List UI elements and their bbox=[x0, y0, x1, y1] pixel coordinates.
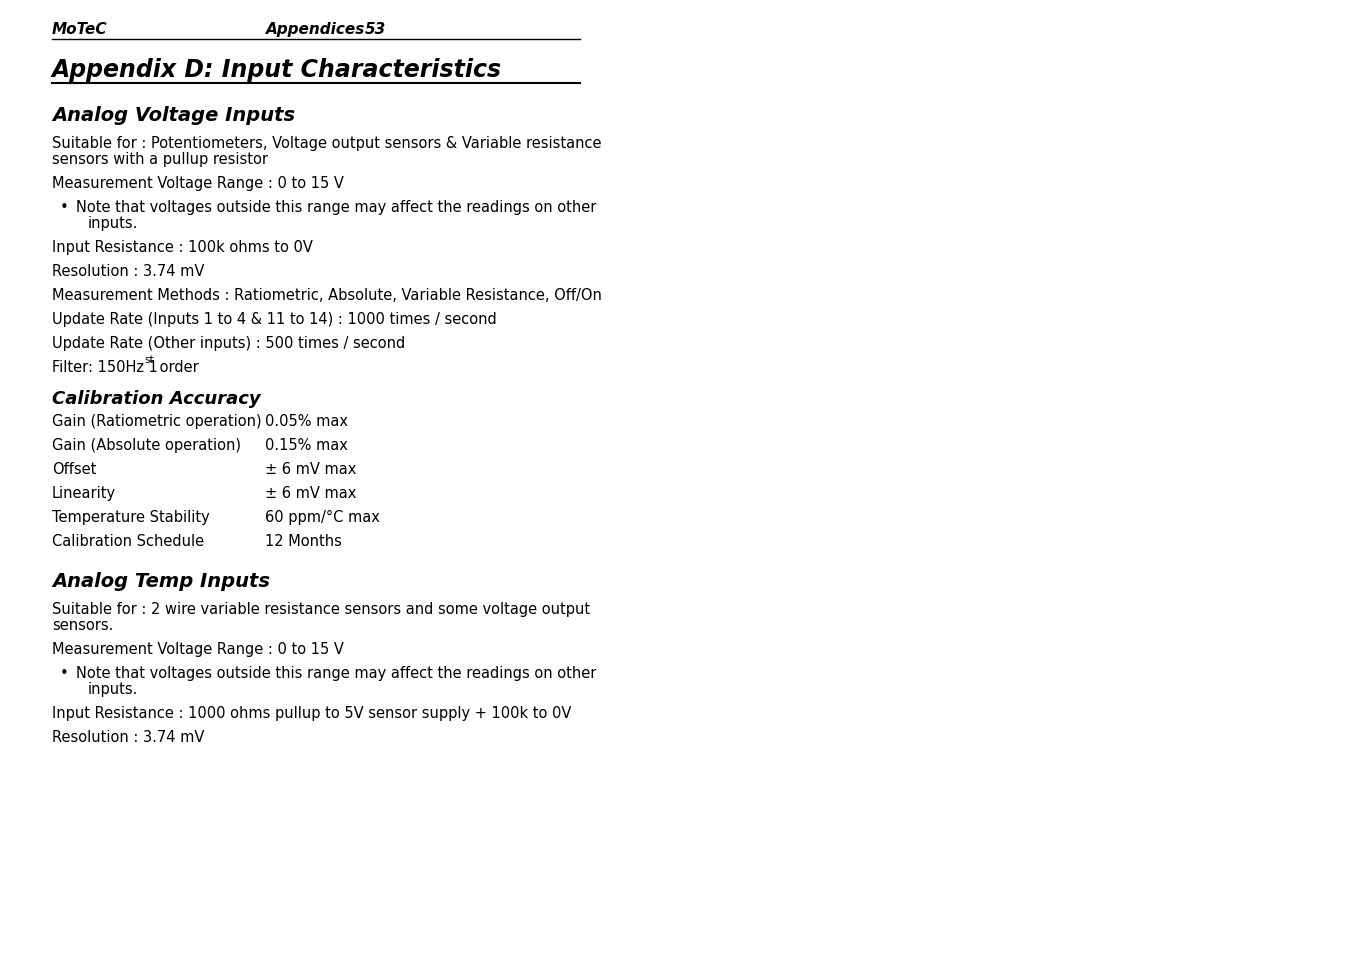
Text: Note that voltages outside this range may affect the readings on other: Note that voltages outside this range ma… bbox=[76, 665, 596, 680]
Text: Filter: 150Hz 1: Filter: 150Hz 1 bbox=[51, 359, 158, 375]
Text: Linearity: Linearity bbox=[51, 485, 116, 500]
Text: sensors with a pullup resistor: sensors with a pullup resistor bbox=[51, 152, 267, 167]
Text: 0.05% max: 0.05% max bbox=[265, 414, 349, 429]
Text: Suitable for : Potentiometers, Voltage output sensors & Variable resistance: Suitable for : Potentiometers, Voltage o… bbox=[51, 136, 601, 151]
Text: Gain (Absolute operation): Gain (Absolute operation) bbox=[51, 437, 240, 453]
Text: Calibration Schedule: Calibration Schedule bbox=[51, 534, 204, 548]
Text: Input Resistance : 100k ohms to 0V: Input Resistance : 100k ohms to 0V bbox=[51, 240, 313, 254]
Text: 12 Months: 12 Months bbox=[265, 534, 342, 548]
Text: •: • bbox=[59, 200, 69, 214]
Text: order: order bbox=[155, 359, 199, 375]
Text: 53: 53 bbox=[365, 22, 386, 37]
Text: Gain (Ratiometric operation): Gain (Ratiometric operation) bbox=[51, 414, 262, 429]
Text: ± 6 mV max: ± 6 mV max bbox=[265, 461, 357, 476]
Text: Measurement Methods : Ratiometric, Absolute, Variable Resistance, Off/On: Measurement Methods : Ratiometric, Absol… bbox=[51, 288, 603, 303]
Text: Input Resistance : 1000 ohms pullup to 5V sensor supply + 100k to 0V: Input Resistance : 1000 ohms pullup to 5… bbox=[51, 705, 571, 720]
Text: Offset: Offset bbox=[51, 461, 96, 476]
Text: st: st bbox=[145, 355, 154, 365]
Text: •: • bbox=[59, 665, 69, 680]
Text: Note that voltages outside this range may affect the readings on other: Note that voltages outside this range ma… bbox=[76, 200, 596, 214]
Text: inputs.: inputs. bbox=[88, 681, 138, 697]
Text: Update Rate (Other inputs) : 500 times / second: Update Rate (Other inputs) : 500 times /… bbox=[51, 335, 405, 351]
Text: Appendix D: Input Characteristics: Appendix D: Input Characteristics bbox=[51, 58, 503, 82]
Text: Appendices: Appendices bbox=[266, 22, 366, 37]
Text: sensors.: sensors. bbox=[51, 618, 113, 633]
Text: Temperature Stability: Temperature Stability bbox=[51, 510, 209, 524]
Text: Resolution : 3.74 mV: Resolution : 3.74 mV bbox=[51, 729, 204, 744]
Text: Calibration Accuracy: Calibration Accuracy bbox=[51, 390, 261, 408]
Text: Suitable for : 2 wire variable resistance sensors and some voltage output: Suitable for : 2 wire variable resistanc… bbox=[51, 601, 590, 617]
Text: ± 6 mV max: ± 6 mV max bbox=[265, 485, 357, 500]
Text: Measurement Voltage Range : 0 to 15 V: Measurement Voltage Range : 0 to 15 V bbox=[51, 641, 345, 657]
Text: Update Rate (Inputs 1 to 4 & 11 to 14) : 1000 times / second: Update Rate (Inputs 1 to 4 & 11 to 14) :… bbox=[51, 312, 497, 327]
Text: MoTeC: MoTeC bbox=[51, 22, 108, 37]
Text: 0.15% max: 0.15% max bbox=[265, 437, 347, 453]
Text: Measurement Voltage Range : 0 to 15 V: Measurement Voltage Range : 0 to 15 V bbox=[51, 175, 345, 191]
Text: 60 ppm/°C max: 60 ppm/°C max bbox=[265, 510, 380, 524]
Text: Resolution : 3.74 mV: Resolution : 3.74 mV bbox=[51, 264, 204, 278]
Text: Analog Voltage Inputs: Analog Voltage Inputs bbox=[51, 106, 295, 125]
Text: inputs.: inputs. bbox=[88, 215, 138, 231]
Text: Analog Temp Inputs: Analog Temp Inputs bbox=[51, 572, 270, 590]
